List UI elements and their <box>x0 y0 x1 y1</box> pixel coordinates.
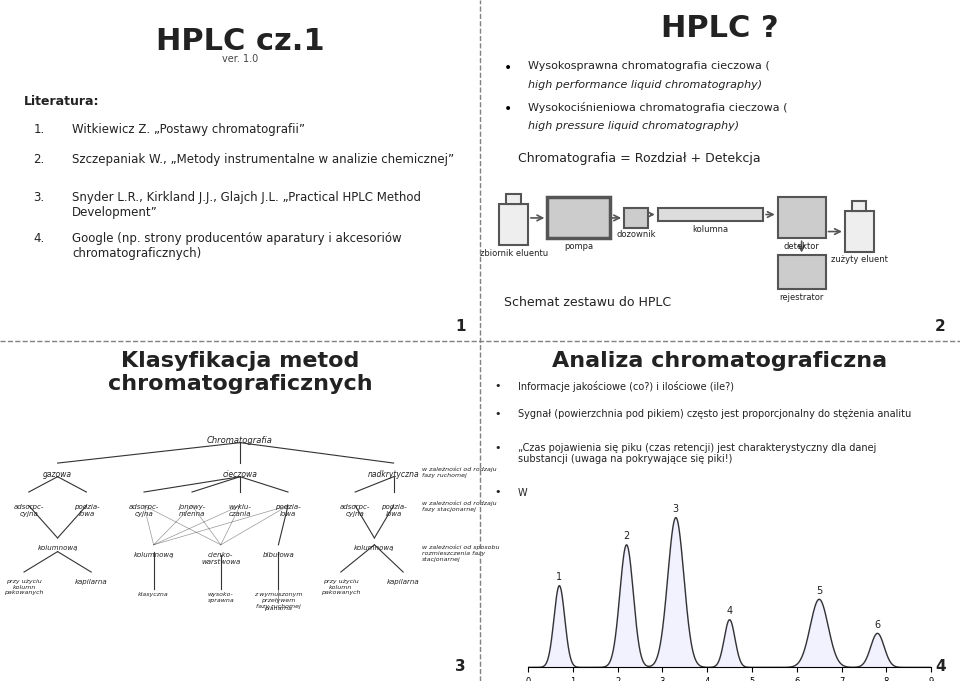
Text: wyklu-
czania: wyklu- czania <box>228 504 252 517</box>
Bar <box>547 197 610 238</box>
Text: adsorpc-
cyjna: adsorpc- cyjna <box>129 504 159 517</box>
Text: rejestrator: rejestrator <box>780 293 824 302</box>
Text: kolumna: kolumna <box>692 225 729 234</box>
Text: gazowa: gazowa <box>43 470 72 479</box>
Text: w zależności od rodzaju
fazy ruchomej: w zależności od rodzaju fazy ruchomej <box>422 466 497 478</box>
Text: 4.: 4. <box>34 232 45 244</box>
Text: kolumnową: kolumnową <box>133 552 174 558</box>
Text: 4: 4 <box>727 606 732 616</box>
Text: •: • <box>504 102 513 116</box>
Text: planarna: planarna <box>264 606 293 611</box>
Text: Wynik analizy = chromatogram tj. wykres XY, sygnał od czasu (objętości eluentu): Wynik analizy = chromatogram tj. wykres … <box>518 487 918 498</box>
Text: 3.: 3. <box>34 191 45 204</box>
Text: high pressure liquid chromatography): high pressure liquid chromatography) <box>528 121 739 131</box>
Text: Sygnał (powierzchnia pod pikiem) często jest proporcjonalny do stężenia analitu: Sygnał (powierzchnia pod pikiem) często … <box>518 409 912 419</box>
Text: zużyty eluent: zużyty eluent <box>830 255 888 264</box>
Text: Google (np. strony producentów aparatury i akcesoriów
chromatograficznych): Google (np. strony producentów aparatury… <box>72 232 401 259</box>
Text: pompa: pompa <box>564 242 593 251</box>
Text: z wymuszonym
przeływem
fazy ruchomej: z wymuszonym przeływem fazy ruchomej <box>254 592 302 609</box>
Text: adsorpc-
cyjna: adsorpc- cyjna <box>340 504 371 517</box>
Text: 6: 6 <box>875 620 880 630</box>
Text: HPLC cz.1: HPLC cz.1 <box>156 27 324 57</box>
Text: nadkrytyczna: nadkrytyczna <box>368 470 420 479</box>
Bar <box>845 211 874 252</box>
Text: w zależności od sposobu
rozmieszczenia fazy
stacjonarnej: w zależności od sposobu rozmieszczenia f… <box>422 545 500 562</box>
Text: 2: 2 <box>935 319 946 334</box>
Text: •: • <box>494 381 501 392</box>
Text: •: • <box>494 409 501 419</box>
Text: 2: 2 <box>623 531 630 541</box>
Text: kolumnową: kolumnową <box>354 545 395 551</box>
Text: Wysokosprawna chromatografia cieczowa (: Wysokosprawna chromatografia cieczowa ( <box>528 61 770 72</box>
Text: Snyder L.R., Kirkland J.J., Glajch J.L. „Practical HPLC Method
Development”: Snyder L.R., Kirkland J.J., Glajch J.L. … <box>72 191 421 219</box>
Text: jonowy-
mienna: jonowy- mienna <box>179 504 205 517</box>
Text: podzia-
lowa: podzia- lowa <box>276 504 300 517</box>
Text: zbiornik eluentu: zbiornik eluentu <box>480 249 547 257</box>
Text: 2.: 2. <box>34 153 45 166</box>
Bar <box>778 255 826 289</box>
Text: kapilarna: kapilarna <box>387 579 420 585</box>
Text: 5: 5 <box>816 586 823 596</box>
Text: •: • <box>504 61 513 76</box>
Bar <box>778 197 826 238</box>
Bar <box>624 208 648 228</box>
Bar <box>499 204 528 245</box>
Text: bibułowa: bibułowa <box>262 552 295 558</box>
Text: HPLC ?: HPLC ? <box>661 14 779 43</box>
Text: przy użyciu
kolumn
pakowanych: przy użyciu kolumn pakowanych <box>321 579 361 595</box>
Text: adsorpc-
cyjna: adsorpc- cyjna <box>13 504 44 517</box>
Text: ver. 1.0: ver. 1.0 <box>222 54 258 65</box>
Text: detektor: detektor <box>783 242 820 251</box>
Text: wysoko-
sprawna: wysoko- sprawna <box>207 592 234 603</box>
Text: Chromatografia = Rozdział + Detekcja: Chromatografia = Rozdział + Detekcja <box>518 152 761 165</box>
Text: cieczowa: cieczowa <box>223 470 257 479</box>
Text: cienko-
warstwowa: cienko- warstwowa <box>202 552 240 565</box>
Text: Literatura:: Literatura: <box>24 95 100 108</box>
Text: 1: 1 <box>455 319 466 334</box>
Bar <box>852 201 866 211</box>
Text: Chromatografia: Chromatografia <box>207 436 273 445</box>
Text: 4: 4 <box>935 659 946 674</box>
Text: Informacje jakościowe (co?) i ilościowe (ile?): Informacje jakościowe (co?) i ilościowe … <box>518 381 734 392</box>
Text: przy użyciu
kolumn
pakowanych: przy użyciu kolumn pakowanych <box>4 579 44 595</box>
Text: w zależności od rodzaju
fazy stacjonarnej: w zależności od rodzaju fazy stacjonarne… <box>422 501 497 512</box>
Text: dozownik: dozownik <box>616 230 656 239</box>
Text: „Czas pojawienia się piku (czas retencji) jest charakterystyczny dla danej
subst: „Czas pojawienia się piku (czas retencji… <box>518 443 876 464</box>
Text: Witkiewicz Z. „Postawy chromatografii”: Witkiewicz Z. „Postawy chromatografii” <box>72 123 305 136</box>
Text: Analiza chromatograficzna: Analiza chromatograficzna <box>552 351 888 370</box>
Text: Szczepaniak W., „Metody instrumentalne w analizie chemicznej”: Szczepaniak W., „Metody instrumentalne w… <box>72 153 454 166</box>
Bar <box>658 208 763 221</box>
Text: •: • <box>494 443 501 453</box>
Text: 3: 3 <box>455 659 466 674</box>
Text: •: • <box>494 487 501 497</box>
Bar <box>507 194 520 204</box>
Text: kapilarna: kapilarna <box>75 579 108 585</box>
Text: klasyczna: klasyczna <box>138 592 169 597</box>
Text: high performance liquid chromatography): high performance liquid chromatography) <box>528 80 762 90</box>
Text: Schemat zestawu do HPLC: Schemat zestawu do HPLC <box>504 296 671 309</box>
Text: 3: 3 <box>673 504 679 514</box>
Text: 1.: 1. <box>34 123 45 136</box>
Text: 1: 1 <box>556 572 563 582</box>
Text: kolumnową: kolumnową <box>37 545 78 551</box>
Text: Klasyfikacja metod
chromatograficznych: Klasyfikacja metod chromatograficznych <box>108 351 372 394</box>
Text: podzia-
lowa: podzia- lowa <box>74 504 99 517</box>
Text: Wysokociśnieniowa chromatografia cieczowa (: Wysokociśnieniowa chromatografia cieczow… <box>528 102 787 113</box>
Text: podzia-
lowa: podzia- lowa <box>381 504 406 517</box>
